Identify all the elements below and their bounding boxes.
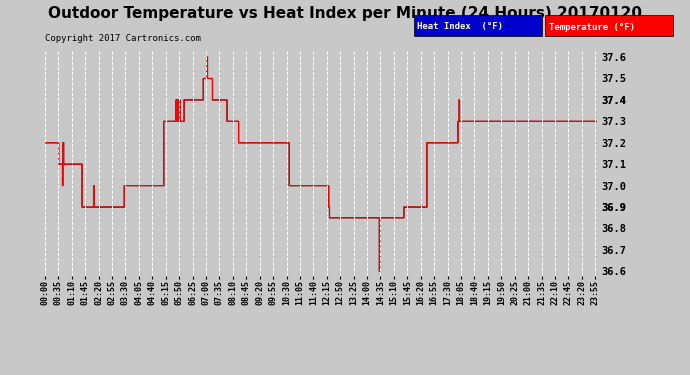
Text: Temperature (°F): Temperature (°F) — [549, 22, 635, 32]
Text: Heat Index  (°F): Heat Index (°F) — [417, 22, 504, 32]
Text: Outdoor Temperature vs Heat Index per Minute (24 Hours) 20170120: Outdoor Temperature vs Heat Index per Mi… — [48, 6, 642, 21]
Text: Copyright 2017 Cartronics.com: Copyright 2017 Cartronics.com — [45, 34, 201, 43]
